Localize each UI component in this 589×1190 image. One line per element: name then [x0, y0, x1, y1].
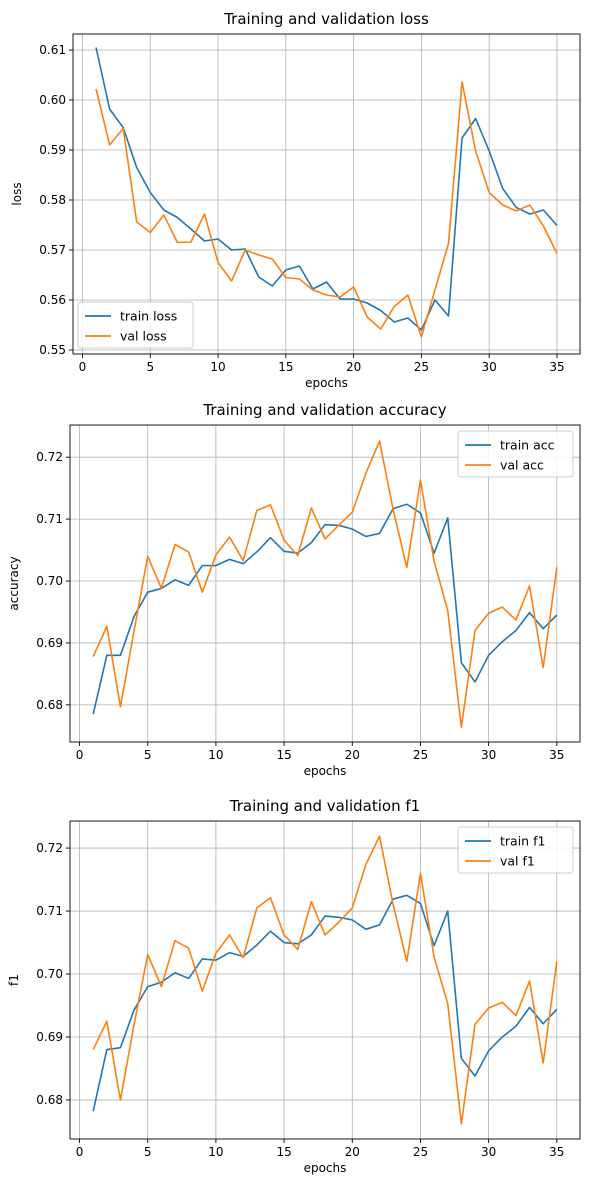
legend: train loss val loss	[77, 301, 194, 349]
legend-label: train loss	[120, 309, 177, 324]
x-tick-label: 5	[144, 1145, 152, 1159]
y-tick-label: 0.61	[39, 43, 66, 57]
series-line-val-f1	[92, 835, 558, 1125]
y-tick-label: 0.71	[36, 904, 63, 918]
x-tick-label: 5	[146, 360, 154, 374]
x-tick-label: 35	[549, 1145, 564, 1159]
x-tick-label: 15	[278, 360, 293, 374]
x-tick-label: 10	[208, 748, 223, 762]
legend: train f1 val f1	[457, 826, 574, 874]
y-tick-label: 0.59	[39, 143, 66, 157]
legend-label: val f1	[500, 854, 535, 869]
y-tick-label: 0.72	[36, 450, 63, 464]
y-tick-label: 0.60	[39, 93, 66, 107]
x-tick-label: 15	[276, 1145, 291, 1159]
series-line-val-acc	[92, 440, 558, 728]
y-tick-label: 0.57	[39, 243, 66, 257]
x-tick-label: 35	[549, 360, 564, 374]
x-tick-label: 20	[345, 748, 360, 762]
y-tick-label: 0.58	[39, 193, 66, 207]
plot-frame	[69, 424, 581, 743]
y-tick-label: 0.56	[39, 293, 66, 307]
x-tick-label: 25	[413, 1145, 428, 1159]
x-tick-label: 10	[208, 1145, 223, 1159]
x-tick-label: 20	[346, 360, 361, 374]
x-tick-label: 0	[79, 360, 87, 374]
y-axis-label: loss	[10, 182, 24, 205]
x-tick-label: 25	[413, 748, 428, 762]
x-tick-label: 30	[482, 360, 497, 374]
x-tick-label: 20	[345, 1145, 360, 1159]
x-axis-label: epochs	[304, 1161, 347, 1175]
y-axis-label: f1	[7, 974, 21, 986]
y-tick-label: 0.68	[36, 698, 63, 712]
legend-label: val acc	[500, 458, 544, 473]
series-line-train-loss	[95, 47, 558, 331]
x-tick-label: 35	[549, 748, 564, 762]
legend-label: val loss	[120, 329, 167, 344]
chart-title: Training and validation accuracy	[202, 401, 446, 419]
chart-panel-1: 0 5 10 15 20 25 30 35 0.55 0.56 0.57 0.58 0.59 0.60 0.…	[10, 10, 581, 390]
x-tick-label: 10	[210, 360, 225, 374]
chart-panel-2: 0 5 10 15 20 25 30 35 0.68 0.69 0.70 0.71 0.72 Traini…	[7, 401, 581, 778]
x-axis-label: epochs	[304, 764, 347, 778]
series-line-train-f1	[92, 894, 558, 1112]
plot-frame	[72, 33, 581, 355]
x-axis-label: epochs	[305, 376, 348, 390]
y-tick-label: 0.72	[36, 841, 63, 855]
y-axis-label: accuracy	[7, 556, 21, 610]
chart-title: Training and validation f1	[229, 797, 420, 815]
y-tick-label: 0.69	[36, 1030, 63, 1044]
series-line-val-loss	[95, 81, 558, 338]
legend-label: train f1	[500, 834, 545, 849]
x-tick-label: 30	[481, 748, 496, 762]
x-tick-label: 15	[276, 748, 291, 762]
legend-label: train acc	[500, 438, 555, 453]
y-tick-label: 0.70	[36, 574, 63, 588]
plot-frame	[69, 820, 581, 1140]
y-tick-label: 0.69	[36, 636, 63, 650]
y-tick-label: 0.70	[36, 967, 63, 981]
legend: train acc val acc	[457, 430, 574, 478]
y-tick-label: 0.71	[36, 512, 63, 526]
chart-panel-3: 0 5 10 15 20 25 30 35 0.68 0.69 0.70 0.71 0.72 Traini…	[7, 797, 581, 1175]
chart-title: Training and validation loss	[223, 10, 429, 28]
x-tick-label: 0	[76, 748, 84, 762]
x-tick-label: 25	[414, 360, 429, 374]
x-tick-label: 0	[76, 1145, 84, 1159]
y-tick-label: 0.68	[36, 1093, 63, 1107]
x-tick-label: 5	[144, 748, 152, 762]
x-tick-label: 30	[481, 1145, 496, 1159]
y-tick-label: 0.55	[39, 343, 66, 357]
series-line-train-acc	[92, 503, 558, 715]
